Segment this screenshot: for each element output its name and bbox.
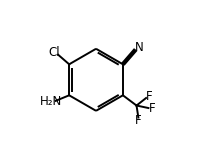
Text: H₂N: H₂N (40, 95, 62, 108)
Text: Cl: Cl (49, 46, 60, 59)
Text: N: N (135, 41, 144, 54)
Text: F: F (146, 90, 153, 103)
Text: F: F (135, 114, 142, 127)
Text: F: F (149, 102, 155, 115)
